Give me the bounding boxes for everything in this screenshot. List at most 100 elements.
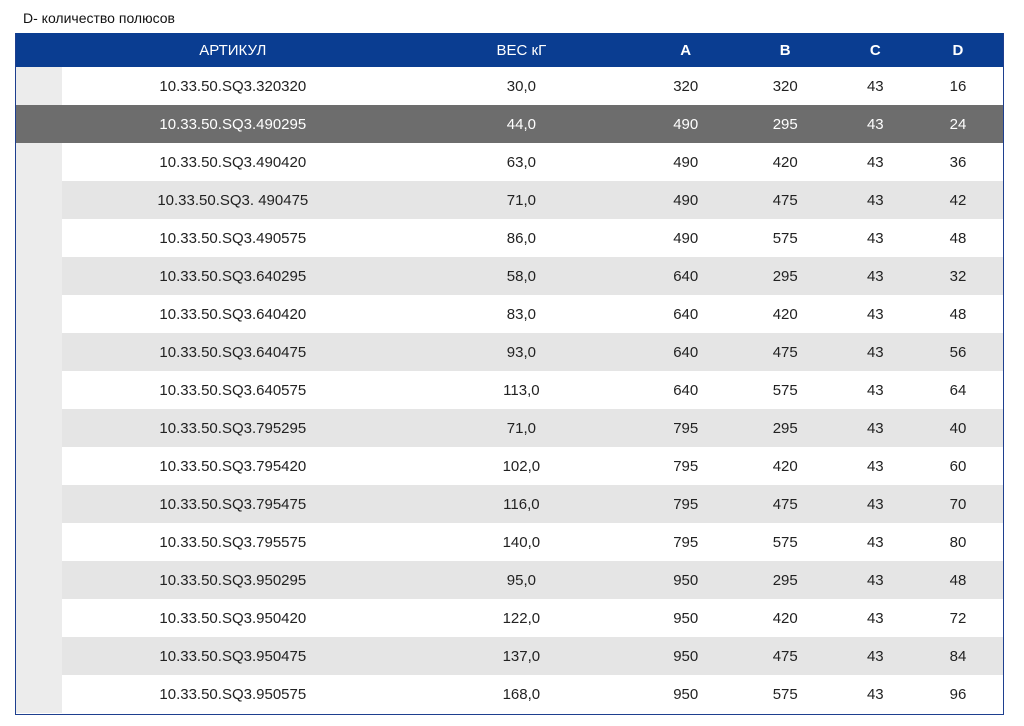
table-row[interactable]: 10.33.50.SQ3.950475 137,0 950 475 43 84 (16, 637, 1003, 675)
cell-d: 48 (949, 571, 967, 589)
cell-c: 43 (866, 77, 884, 95)
cell-c: 43 (866, 153, 884, 171)
cell-a: 950 (673, 685, 699, 703)
table-row[interactable]: 10.33.50.SQ3.640475 93,0 640 475 43 56 (16, 333, 1003, 371)
table-row[interactable]: 10.33.50.SQ3.640575 113,0 640 575 43 64 (16, 371, 1003, 409)
cell-article: 10.33.50.SQ3.640420 (159, 305, 307, 323)
cell-a: 490 (673, 153, 699, 171)
cell-c: 43 (866, 381, 884, 399)
cell-c: 43 (866, 267, 884, 285)
cell-d: 70 (949, 495, 967, 513)
cell-article: 10.33.50.SQ3.950575 (159, 685, 307, 703)
header-a[interactable]: A (680, 41, 692, 59)
cell-a: 640 (673, 381, 699, 399)
cell-b: 420 (772, 153, 798, 171)
row-stub (16, 637, 62, 675)
cell-weight: 137,0 (502, 647, 541, 665)
cell-article: 10.33.50.SQ3.950475 (159, 647, 307, 665)
cell-article: 10.33.50.SQ3.640575 (159, 381, 307, 399)
cell-c: 43 (866, 115, 884, 133)
cell-a: 490 (673, 191, 699, 209)
cell-b: 475 (772, 343, 798, 361)
row-stub (16, 409, 62, 447)
table-row[interactable]: 10.33.50.SQ3.640295 58,0 640 295 43 32 (16, 257, 1003, 295)
row-stub (16, 485, 62, 523)
table-header: АРТИКУЛ ВЕС кГ A B C D (16, 33, 1003, 67)
cell-article: 10.33.50.SQ3.640295 (159, 267, 307, 285)
cell-a: 950 (673, 647, 699, 665)
cell-b: 295 (772, 115, 798, 133)
cell-a: 950 (673, 609, 699, 627)
header-d[interactable]: D (952, 41, 964, 59)
table-row[interactable]: 10.33.50.SQ3.950295 95,0 950 295 43 48 (16, 561, 1003, 599)
cell-c: 43 (866, 685, 884, 703)
cell-d: 42 (949, 191, 967, 209)
cell-d: 16 (949, 77, 967, 95)
cell-weight: 83,0 (506, 305, 536, 323)
cell-d: 80 (949, 533, 967, 551)
cell-d: 48 (949, 305, 967, 323)
cell-a: 640 (673, 305, 699, 323)
table-row[interactable]: 10.33.50.SQ3.795295 71,0 795 295 43 40 (16, 409, 1003, 447)
table-row[interactable]: 10.33.50.SQ3.795575 140,0 795 575 43 80 (16, 523, 1003, 561)
header-b[interactable]: B (779, 41, 791, 59)
table-row[interactable]: 10.33.50.SQ3.490420 63,0 490 420 43 36 (16, 143, 1003, 181)
cell-weight: 140,0 (502, 533, 541, 551)
table-body: 10.33.50.SQ3.320320 30,0 320 320 43 16 10.33.5… (16, 67, 1003, 713)
cell-article: 10.33.50.SQ3.795295 (159, 419, 307, 437)
cell-b: 575 (772, 533, 798, 551)
row-stub (16, 523, 62, 561)
table-row[interactable]: 10.33.50.SQ3.490575 86,0 490 575 43 48 (16, 219, 1003, 257)
table-row[interactable]: 10.33.50.SQ3. 490475 71,0 490 475 43 42 (16, 181, 1003, 219)
row-stub (16, 599, 62, 637)
row-stub (16, 257, 62, 295)
cell-d: 56 (949, 343, 967, 361)
cell-b: 475 (772, 191, 798, 209)
table-row[interactable]: 10.33.50.SQ3.795475 116,0 795 475 43 70 (16, 485, 1003, 523)
cell-a: 640 (673, 267, 699, 285)
row-stub (16, 675, 62, 713)
cell-b: 420 (772, 457, 798, 475)
cell-weight: 102,0 (502, 457, 541, 475)
cell-a: 490 (673, 115, 699, 133)
cell-article: 10.33.50.SQ3.490575 (159, 229, 307, 247)
cell-d: 36 (949, 153, 967, 171)
table-row[interactable]: 10.33.50.SQ3.950420 122,0 950 420 43 72 (16, 599, 1003, 637)
row-stub (16, 447, 62, 485)
cell-b: 295 (772, 571, 798, 589)
table-row-selected[interactable]: 10.33.50.SQ3.490295 44,0 490 295 43 24 (16, 105, 1003, 143)
cell-article: 10.33.50.SQ3.795475 (159, 495, 307, 513)
product-table: АРТИКУЛ ВЕС кГ A B C D 10.33.50.SQ3.3203… (15, 33, 1004, 715)
cell-b: 295 (772, 419, 798, 437)
cell-b: 475 (772, 495, 798, 513)
cell-weight: 168,0 (502, 685, 541, 703)
cell-b: 575 (772, 381, 798, 399)
cell-weight: 71,0 (506, 419, 536, 437)
cell-a: 795 (673, 495, 699, 513)
cell-b: 420 (772, 305, 798, 323)
cell-b: 575 (772, 229, 798, 247)
cell-d: 40 (949, 419, 967, 437)
row-stub (16, 67, 62, 105)
table-row[interactable]: 10.33.50.SQ3.640420 83,0 640 420 43 48 (16, 295, 1003, 333)
table-row[interactable]: 10.33.50.SQ3.795420 102,0 795 420 43 60 (16, 447, 1003, 485)
header-c[interactable]: C (869, 41, 881, 59)
cell-b: 320 (772, 77, 798, 95)
cell-article: 10.33.50.SQ3.490295 (159, 115, 307, 133)
cell-b: 575 (772, 685, 798, 703)
cell-a: 640 (673, 343, 699, 361)
cell-weight: 93,0 (506, 343, 536, 361)
cell-c: 43 (866, 571, 884, 589)
row-stub (16, 143, 62, 181)
cell-article: 10.33.50.SQ3. 490475 (157, 191, 309, 209)
cell-weight: 44,0 (506, 115, 536, 133)
table-row[interactable]: 10.33.50.SQ3.320320 30,0 320 320 43 16 (16, 67, 1003, 105)
table-row[interactable]: 10.33.50.SQ3.950575 168,0 950 575 43 96 (16, 675, 1003, 713)
cell-weight: 58,0 (506, 267, 536, 285)
cell-a: 950 (673, 571, 699, 589)
header-weight[interactable]: ВЕС кГ (496, 41, 547, 59)
cell-d: 72 (949, 609, 967, 627)
cell-a: 795 (673, 533, 699, 551)
header-article[interactable]: АРТИКУЛ (199, 41, 267, 59)
cell-a: 795 (673, 457, 699, 475)
